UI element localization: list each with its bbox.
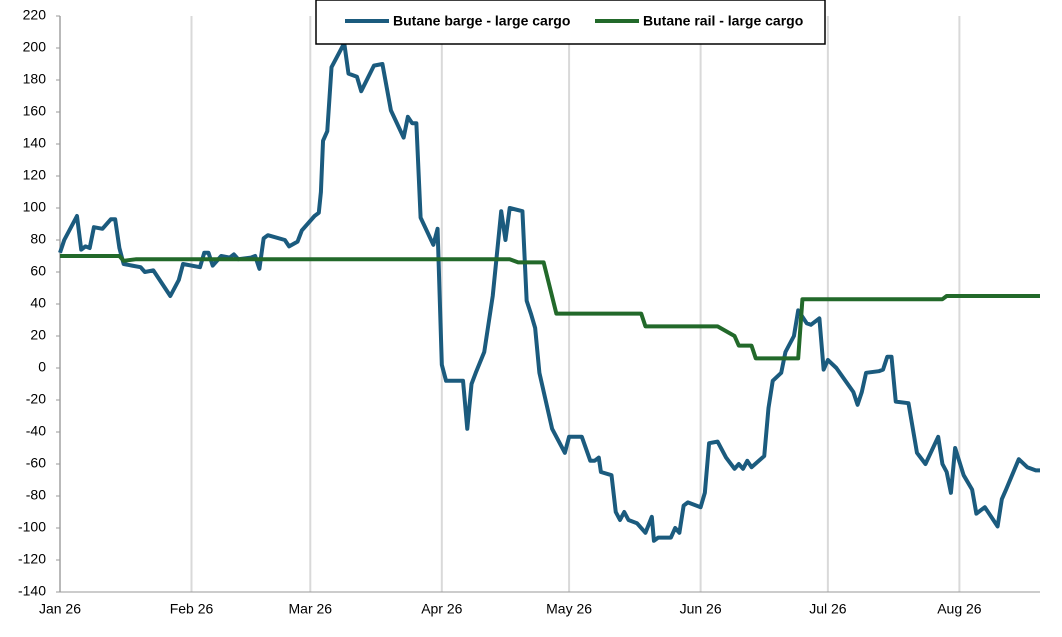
y-tick-label: 60 <box>30 263 46 279</box>
y-tick-label: -120 <box>18 551 46 567</box>
legend-label: Butane rail - large cargo <box>643 13 803 29</box>
x-tick-label: Jun 26 <box>680 601 722 617</box>
y-tick-label: 180 <box>23 71 47 87</box>
x-tick-label: Feb 26 <box>170 601 214 617</box>
x-tick-label: May 26 <box>546 601 592 617</box>
y-tick-label: -60 <box>26 455 46 471</box>
y-tick-label: -100 <box>18 519 46 535</box>
x-tick-label: Aug 26 <box>937 601 982 617</box>
legend-label: Butane barge - large cargo <box>393 13 570 29</box>
line-series <box>58 41 1040 543</box>
x-tick-label: Apr 26 <box>421 601 462 617</box>
y-tick-label: -20 <box>26 391 46 407</box>
y-tick-label: 120 <box>23 167 47 183</box>
line-series <box>60 254 1040 361</box>
y-tick-label: 160 <box>23 103 47 119</box>
y-tick-label: 200 <box>23 39 47 55</box>
y-tick-label: 0 <box>38 359 46 375</box>
y-tick-label: 100 <box>23 199 47 215</box>
y-tick-label: -40 <box>26 423 46 439</box>
y-tick-label: 140 <box>23 135 47 151</box>
legend-box <box>315 0 826 45</box>
y-tick-label: 40 <box>30 295 46 311</box>
y-tick-label: 220 <box>23 7 47 23</box>
x-tick-label: Jul 26 <box>809 601 847 617</box>
x-tick-label: Mar 26 <box>289 601 333 617</box>
y-tick-label: 80 <box>30 231 46 247</box>
y-tick-label: 20 <box>30 327 46 343</box>
x-tick-label: Jan 26 <box>39 601 81 617</box>
y-tick-label: -80 <box>26 487 46 503</box>
y-tick-label: -140 <box>18 583 46 599</box>
